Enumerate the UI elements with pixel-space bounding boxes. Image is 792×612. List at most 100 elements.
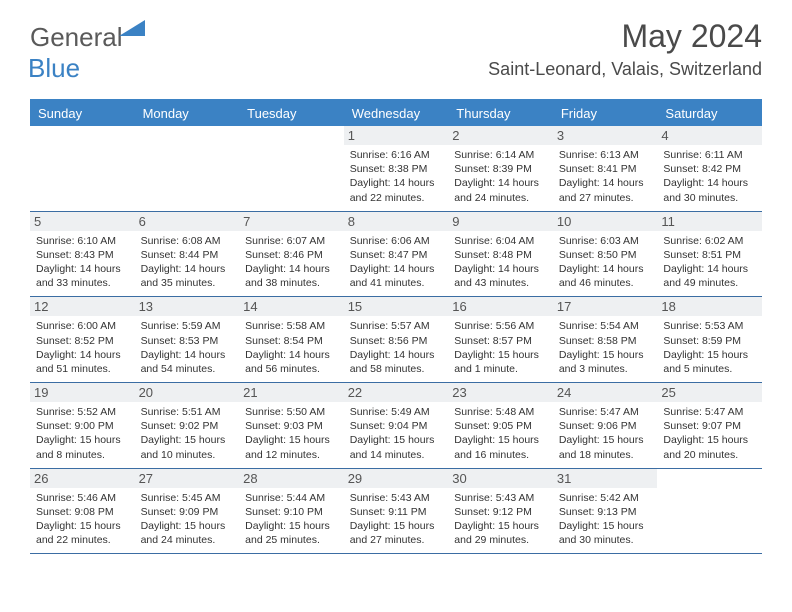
day-cell: 21 Sunrise: 5:50 AMSunset: 9:03 PMDayligh… — [239, 383, 344, 468]
day-info: Sunrise: 5:44 AMSunset: 9:10 PMDaylight:… — [245, 491, 338, 548]
day-cell: 29 Sunrise: 5:43 AMSunset: 9:11 PMDayligh… — [344, 469, 449, 554]
day-info: Sunrise: 5:47 AMSunset: 9:07 PMDaylight:… — [663, 405, 756, 462]
day-number: 8 — [344, 212, 449, 231]
day-number: 11 — [657, 212, 762, 231]
day-info: Sunrise: 5:49 AMSunset: 9:04 PMDaylight:… — [350, 405, 443, 462]
day-cell: 19 Sunrise: 5:52 AMSunset: 9:00 PMDayligh… — [30, 383, 135, 468]
day-number: 3 — [553, 126, 658, 145]
day-number: 5 — [30, 212, 135, 231]
day-number: 19 — [30, 383, 135, 402]
day-cell-empty — [239, 126, 344, 211]
header: General Blue May 2024 Saint-Leonard, Val… — [0, 0, 792, 89]
week-row: 5 Sunrise: 6:10 AMSunset: 8:43 PMDaylight… — [30, 212, 762, 298]
day-cell: 6 Sunrise: 6:08 AMSunset: 8:44 PMDaylight… — [135, 212, 240, 297]
day-info: Sunrise: 5:46 AMSunset: 9:08 PMDaylight:… — [36, 491, 129, 548]
day-number: 24 — [553, 383, 658, 402]
day-info: Sunrise: 5:42 AMSunset: 9:13 PMDaylight:… — [559, 491, 652, 548]
logo-text-general: General — [30, 22, 123, 52]
day-cell: 5 Sunrise: 6:10 AMSunset: 8:43 PMDaylight… — [30, 212, 135, 297]
day-cell: 23Sunrise: 5:48 AMSunset: 9:05 PMDayligh… — [448, 383, 553, 468]
day-number: 6 — [135, 212, 240, 231]
day-cell: 16Sunrise: 5:56 AMSunset: 8:57 PMDayligh… — [448, 297, 553, 382]
month-title: May 2024 — [488, 18, 762, 55]
location: Saint-Leonard, Valais, Switzerland — [488, 59, 762, 80]
week-row: 26 Sunrise: 5:46 AMSunset: 9:08 PMDayligh… — [30, 469, 762, 555]
day-number: 27 — [135, 469, 240, 488]
day-header-friday: Friday — [553, 101, 658, 126]
day-info: Sunrise: 6:11 AMSunset: 8:42 PMDaylight:… — [663, 148, 756, 205]
day-cell: 25 Sunrise: 5:47 AMSunset: 9:07 PMDayligh… — [657, 383, 762, 468]
day-number: 10 — [553, 212, 658, 231]
weeks-container: 1Sunrise: 6:16 AMSunset: 8:38 PMDaylight… — [30, 126, 762, 554]
day-cell: 15 Sunrise: 5:57 AMSunset: 8:56 PMDayligh… — [344, 297, 449, 382]
day-header-wednesday: Wednesday — [344, 101, 449, 126]
day-number: 13 — [135, 297, 240, 316]
day-info: Sunrise: 6:02 AMSunset: 8:51 PMDaylight:… — [663, 234, 756, 291]
day-info: Sunrise: 5:58 AMSunset: 8:54 PMDaylight:… — [245, 319, 338, 376]
week-row: 19 Sunrise: 5:52 AMSunset: 9:00 PMDayligh… — [30, 383, 762, 469]
day-cell: 17Sunrise: 5:54 AMSunset: 8:58 PMDayligh… — [553, 297, 658, 382]
day-cell-empty — [30, 126, 135, 211]
day-cell: 20Sunrise: 5:51 AMSunset: 9:02 PMDayligh… — [135, 383, 240, 468]
logo-text-blue: Blue — [28, 53, 80, 83]
day-info: Sunrise: 5:52 AMSunset: 9:00 PMDaylight:… — [36, 405, 129, 462]
day-cell: 26 Sunrise: 5:46 AMSunset: 9:08 PMDayligh… — [30, 469, 135, 554]
day-info: Sunrise: 5:51 AMSunset: 9:02 PMDaylight:… — [141, 405, 234, 462]
day-info: Sunrise: 6:10 AMSunset: 8:43 PMDaylight:… — [36, 234, 129, 291]
day-number: 29 — [344, 469, 449, 488]
day-cell: 2Sunrise: 6:14 AMSunset: 8:39 PMDaylight… — [448, 126, 553, 211]
day-info: Sunrise: 5:43 AMSunset: 9:12 PMDaylight:… — [454, 491, 547, 548]
day-number: 21 — [239, 383, 344, 402]
day-cell: 8Sunrise: 6:06 AMSunset: 8:47 PMDaylight… — [344, 212, 449, 297]
day-header-thursday: Thursday — [448, 101, 553, 126]
day-cell: 10Sunrise: 6:03 AMSunset: 8:50 PMDayligh… — [553, 212, 658, 297]
day-cell: 9 Sunrise: 6:04 AMSunset: 8:48 PMDaylight… — [448, 212, 553, 297]
day-cell: 18Sunrise: 5:53 AMSunset: 8:59 PMDayligh… — [657, 297, 762, 382]
day-number: 2 — [448, 126, 553, 145]
day-info: Sunrise: 6:08 AMSunset: 8:44 PMDaylight:… — [141, 234, 234, 291]
day-number: 14 — [239, 297, 344, 316]
day-number: 15 — [344, 297, 449, 316]
day-number: 16 — [448, 297, 553, 316]
week-row: 12Sunrise: 6:00 AMSunset: 8:52 PMDayligh… — [30, 297, 762, 383]
day-cell-empty — [135, 126, 240, 211]
day-info: Sunrise: 5:57 AMSunset: 8:56 PMDaylight:… — [350, 319, 443, 376]
day-number: 7 — [239, 212, 344, 231]
day-info: Sunrise: 6:04 AMSunset: 8:48 PMDaylight:… — [454, 234, 547, 291]
logo: General Blue — [30, 18, 145, 84]
day-number: 17 — [553, 297, 658, 316]
day-cell: 13 Sunrise: 5:59 AMSunset: 8:53 PMDayligh… — [135, 297, 240, 382]
day-cell: 22 Sunrise: 5:49 AMSunset: 9:04 PMDayligh… — [344, 383, 449, 468]
day-cell: 31Sunrise: 5:42 AMSunset: 9:13 PMDayligh… — [553, 469, 658, 554]
day-info: Sunrise: 5:43 AMSunset: 9:11 PMDaylight:… — [350, 491, 443, 548]
day-cell: 7 Sunrise: 6:07 AMSunset: 8:46 PMDaylight… — [239, 212, 344, 297]
day-header-saturday: Saturday — [657, 101, 762, 126]
day-number: 18 — [657, 297, 762, 316]
day-info: Sunrise: 6:07 AMSunset: 8:46 PMDaylight:… — [245, 234, 338, 291]
logo-text-wrap: General Blue — [30, 18, 145, 84]
day-number: 26 — [30, 469, 135, 488]
day-number: 22 — [344, 383, 449, 402]
day-number: 25 — [657, 383, 762, 402]
day-cell: 30Sunrise: 5:43 AMSunset: 9:12 PMDayligh… — [448, 469, 553, 554]
day-number: 23 — [448, 383, 553, 402]
day-info: Sunrise: 5:59 AMSunset: 8:53 PMDaylight:… — [141, 319, 234, 376]
day-cell: 3 Sunrise: 6:13 AMSunset: 8:41 PMDaylight… — [553, 126, 658, 211]
day-cell: 11 Sunrise: 6:02 AMSunset: 8:51 PMDayligh… — [657, 212, 762, 297]
day-number: 9 — [448, 212, 553, 231]
day-cell: 28Sunrise: 5:44 AMSunset: 9:10 PMDayligh… — [239, 469, 344, 554]
day-header-monday: Monday — [135, 101, 240, 126]
day-header-sunday: Sunday — [30, 101, 135, 126]
day-info: Sunrise: 5:45 AMSunset: 9:09 PMDaylight:… — [141, 491, 234, 548]
day-cell: 27 Sunrise: 5:45 AMSunset: 9:09 PMDayligh… — [135, 469, 240, 554]
week-row: 1Sunrise: 6:16 AMSunset: 8:38 PMDaylight… — [30, 126, 762, 212]
day-cell-empty — [657, 469, 762, 554]
day-info: Sunrise: 5:50 AMSunset: 9:03 PMDaylight:… — [245, 405, 338, 462]
day-info: Sunrise: 5:47 AMSunset: 9:06 PMDaylight:… — [559, 405, 652, 462]
calendar: SundayMondayTuesdayWednesdayThursdayFrid… — [30, 99, 762, 554]
day-header-tuesday: Tuesday — [239, 101, 344, 126]
day-number: 12 — [30, 297, 135, 316]
day-info: Sunrise: 6:13 AMSunset: 8:41 PMDaylight:… — [559, 148, 652, 205]
logo-triangle-icon — [119, 18, 145, 38]
day-info: Sunrise: 6:16 AMSunset: 8:38 PMDaylight:… — [350, 148, 443, 205]
